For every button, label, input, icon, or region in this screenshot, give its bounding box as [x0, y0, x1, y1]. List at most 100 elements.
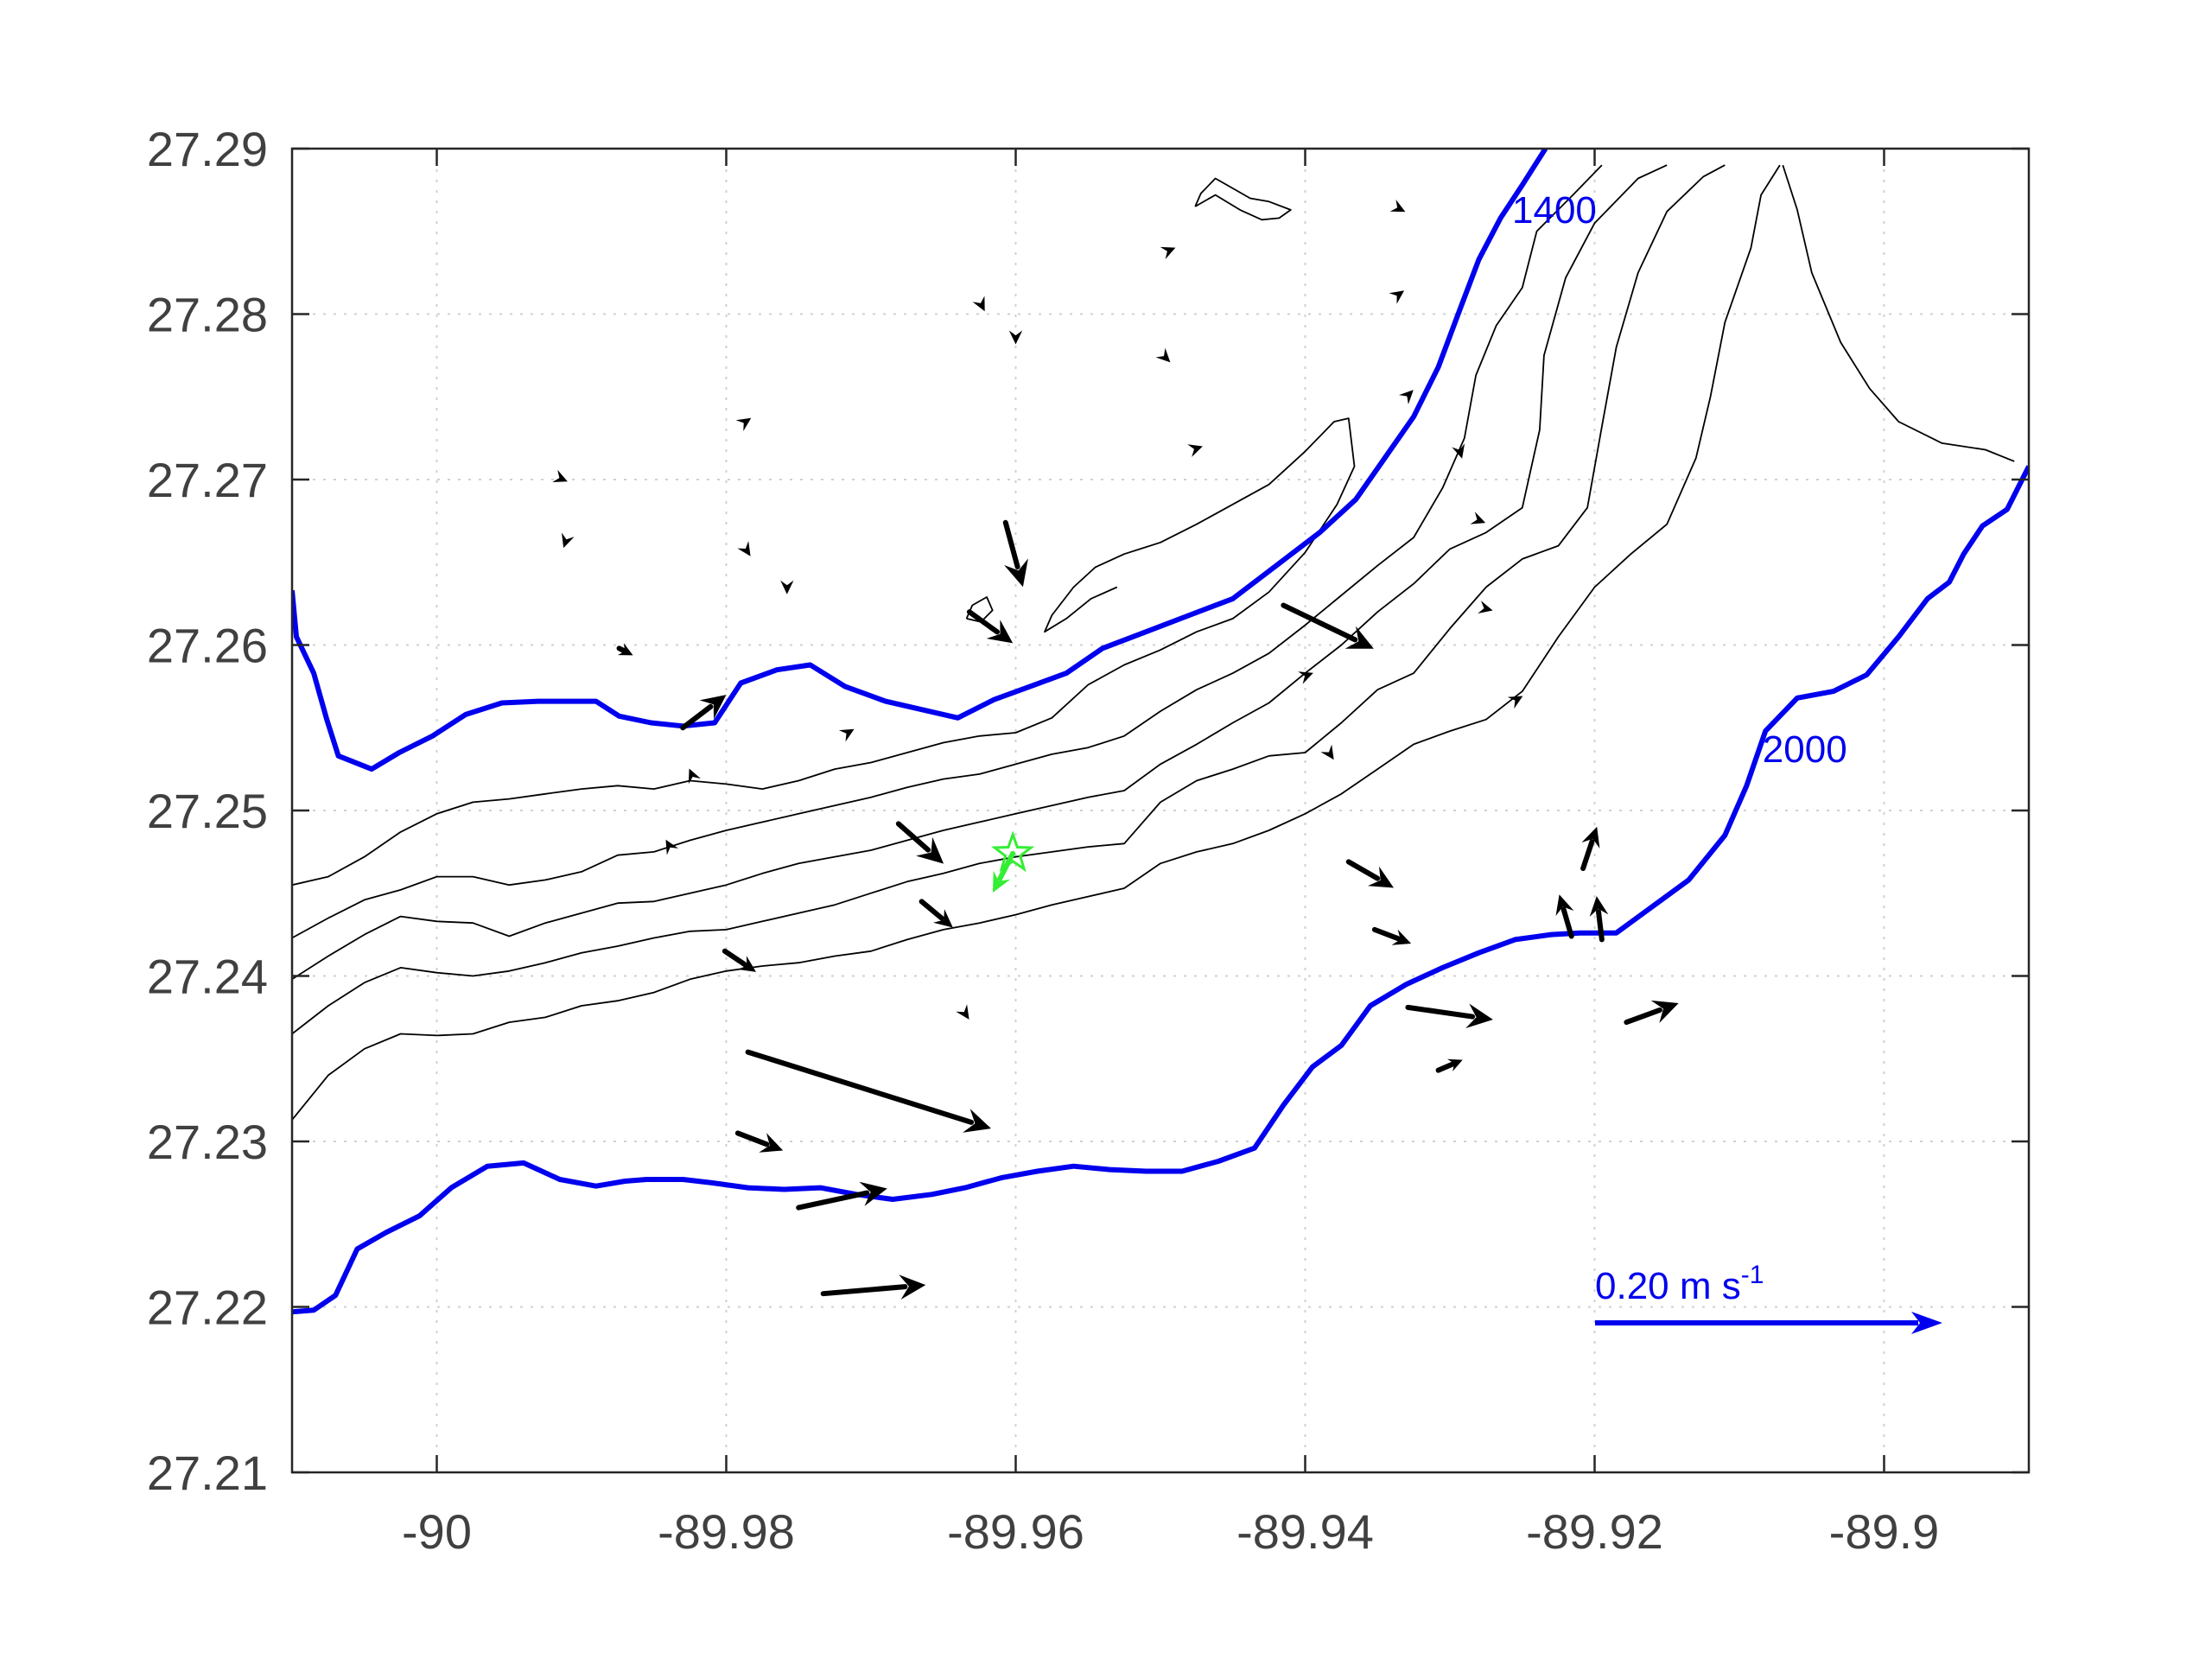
current-vector	[737, 541, 751, 556]
arrow-shaft	[1371, 926, 1401, 942]
arrow-head	[1391, 929, 1412, 945]
arrow-head	[1452, 443, 1465, 459]
y-tick-label: 27.22	[147, 1281, 268, 1335]
arrow-head	[1155, 347, 1171, 363]
current-vector	[1389, 200, 1406, 213]
y-tick-label: 27.21	[147, 1446, 268, 1500]
current-vector	[734, 1130, 784, 1153]
current-vector	[1002, 519, 1028, 588]
current-vector	[1345, 859, 1394, 888]
current-vector	[956, 1004, 969, 1020]
contour-label: 1400	[1512, 189, 1597, 232]
arrow-shaft	[1596, 909, 1605, 943]
current-vector	[1624, 1000, 1679, 1026]
arrow-head	[1507, 696, 1523, 709]
arrow-shaft	[1580, 839, 1595, 872]
arrow-head	[699, 695, 727, 720]
current-vector	[1507, 696, 1523, 709]
current-vector	[552, 469, 568, 482]
arrow-shaft	[918, 899, 944, 921]
y-tick-label: 27.25	[147, 784, 268, 838]
current-vector	[796, 1181, 887, 1211]
x-tick-label: -90	[402, 1504, 472, 1559]
current-vector	[745, 1049, 991, 1133]
current-vector	[1008, 330, 1023, 345]
arrow-shaft	[745, 1049, 975, 1125]
arrow-shaft	[1002, 519, 1020, 569]
scale-arrow-head	[1911, 1312, 1942, 1334]
current-vector	[1160, 246, 1176, 259]
current-vector	[780, 580, 794, 594]
bathymetry-contour	[292, 164, 1603, 939]
arrow-head	[986, 620, 1014, 644]
arrow-shaft	[1405, 1004, 1476, 1020]
arrow-head	[759, 1133, 784, 1153]
arrow-head	[1581, 826, 1600, 849]
arrow-shaft	[616, 645, 626, 653]
arrow-shaft	[721, 948, 747, 968]
arrow-head	[1368, 866, 1394, 888]
isobath-1400	[292, 149, 1548, 772]
current-vector	[1580, 826, 1600, 872]
scale-arrow-group: 0.20 m s-1	[1595, 1261, 1942, 1334]
arrow-head	[956, 1004, 969, 1020]
current-vector	[1281, 602, 1374, 649]
arrow-head	[933, 909, 953, 928]
scale-arrow	[1595, 1312, 1942, 1334]
arrow-head	[1478, 601, 1493, 613]
current-vector	[1399, 390, 1414, 404]
arrow-head	[665, 839, 679, 855]
scale-arrow-label: 0.20 m s-1	[1595, 1261, 1764, 1307]
arrow-shaft	[895, 821, 931, 853]
arrow-shaft	[1560, 906, 1574, 939]
current-vector	[820, 1274, 926, 1300]
highlighted-contours	[292, 149, 2029, 1315]
current-vector	[1405, 1003, 1493, 1028]
arrow-head	[737, 541, 751, 556]
arrow-head	[1320, 744, 1334, 760]
axis-ticks: -90 -89.98 -89.96 -89.94 -89.92 -89.9 27.21 27.…	[147, 122, 2029, 1559]
current-vector	[918, 899, 953, 928]
current-vector	[1320, 744, 1334, 760]
arrow-shaft	[796, 1190, 870, 1211]
current-vector	[972, 296, 985, 312]
arrow-head	[688, 768, 701, 785]
current-vector	[895, 821, 944, 864]
arrow-shaft	[1624, 1007, 1662, 1026]
current-vector	[1389, 290, 1405, 304]
y-tick-label: 27.23	[147, 1115, 268, 1169]
arrow-head	[963, 1109, 991, 1133]
arrow-head	[1589, 896, 1609, 917]
current-vector	[735, 417, 752, 431]
site-star-marker	[990, 830, 1035, 873]
arrow-head	[552, 469, 568, 482]
arrow-head	[972, 296, 985, 312]
current-vector	[1478, 601, 1493, 613]
arrow-head	[1344, 626, 1374, 649]
y-tick-label: 27.24	[147, 950, 268, 1004]
current-vector	[1589, 896, 1609, 943]
arrow-head	[1008, 330, 1023, 345]
current-vector	[838, 728, 855, 742]
arrow-head	[1389, 200, 1406, 213]
arrow-head	[1650, 1000, 1679, 1023]
arrow-head	[993, 870, 1011, 893]
arrow-head	[1160, 246, 1176, 259]
x-tick-label: -89.9	[1829, 1504, 1940, 1559]
arrow-head	[617, 643, 633, 656]
current-vector	[1298, 671, 1313, 684]
bathymetry-contour	[292, 164, 1668, 981]
bathymetry-contour	[292, 417, 1356, 887]
x-tick-label: -89.98	[658, 1504, 795, 1559]
y-tick-label: 27.27	[147, 453, 268, 507]
current-vector	[688, 768, 701, 785]
arrow-head	[780, 580, 794, 594]
current-vector	[1187, 444, 1203, 457]
arrow-shaft	[680, 703, 714, 731]
y-tick-label: 27.28	[147, 288, 268, 342]
scale-arrow-superscript: -1	[1741, 1261, 1764, 1289]
current-vector	[1470, 512, 1486, 524]
bathymetry-contour	[292, 164, 1726, 1035]
current-vector	[1452, 443, 1465, 459]
